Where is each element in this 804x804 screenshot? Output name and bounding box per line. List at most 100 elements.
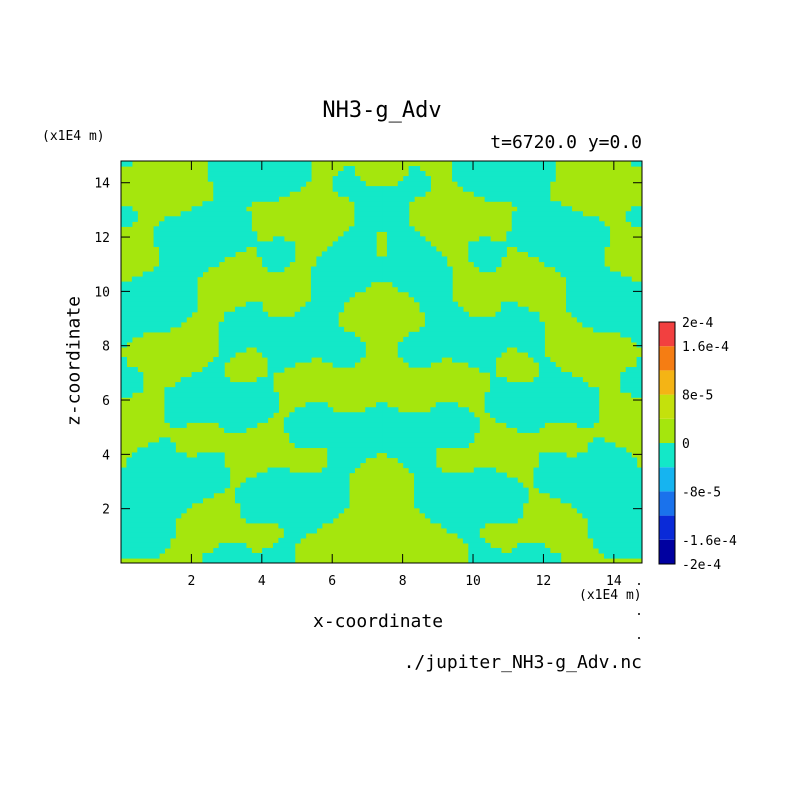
field-cell [164,216,252,222]
field-cell [473,191,551,197]
field-cell [126,462,225,469]
field-cell [121,306,198,313]
field-cell [414,472,507,479]
field-cell [631,206,642,212]
colorbar-level [659,443,675,468]
field-cell [631,336,642,343]
field-cell [316,261,383,268]
y-axis-ticks: 2 4 6 8 10 12 14 [94,177,642,518]
field-cell [587,522,642,529]
field-cell [473,261,502,268]
field-cell [511,221,605,227]
colorbar-level [659,394,675,419]
field-cell [441,522,486,529]
field-cell [538,457,638,464]
y-tick-label: 2 [102,503,110,518]
field-cell [354,206,383,212]
y-tick-label: 10 [94,285,110,300]
field-cell [582,321,642,328]
x-tick-label: 4 [258,574,266,589]
field-cell [403,462,437,469]
colorbar-tick-label: -2e-4 [682,558,721,573]
field-cell [538,452,567,459]
field-cell [213,191,290,197]
field-cell [218,331,355,338]
field-cell [381,417,480,423]
field-cell [121,301,198,308]
chart-title: NH3-g_Adv [322,98,442,123]
field-cell [213,196,279,202]
x-tick-label: 12 [536,574,552,589]
field-cell [169,422,187,428]
field-cell [533,477,642,484]
field-cell [164,407,279,413]
field-cell [354,216,383,222]
field-cell [121,497,204,504]
field-cell [218,422,258,428]
field-cell [121,211,138,217]
field-cell [397,286,453,293]
field-cell [234,487,350,494]
field-cell [300,306,345,313]
field-cell [202,552,296,559]
field-cell [457,532,480,539]
axis-markers [638,583,640,639]
field-cell [121,362,128,368]
field-cell [121,377,144,383]
field-cell [473,467,497,474]
field-cell [414,477,518,484]
field-cell [408,166,421,172]
field-cell [267,266,285,273]
field-cell [278,522,323,529]
field-cell [468,241,611,248]
field-cell [631,161,642,167]
y-tick-label: 12 [94,231,110,246]
field-cell [321,467,355,474]
field-cell [566,296,642,303]
field-cell [153,226,252,232]
field-cell [267,372,274,378]
field-cell [121,321,182,328]
field-cell [267,467,290,474]
field-cell [148,442,176,449]
field-cell [121,487,225,494]
field-cell [121,547,166,554]
field-cell [256,346,366,353]
field-cell [213,356,231,363]
field-cell [327,457,366,464]
field-cell [517,427,540,433]
field-cell [386,241,431,248]
field-cell [468,256,502,263]
field-cell [207,166,312,172]
field-cell [381,186,431,192]
field-cell [245,477,350,484]
field-cell [121,382,144,388]
field-cell [490,412,600,418]
field-cell [430,407,469,413]
field-cell [121,467,231,474]
field-cell [408,362,431,368]
field-cell [408,171,426,177]
field-cell [121,507,187,514]
field-cell [381,266,453,273]
field-cell [538,372,573,378]
field-cell [245,517,334,524]
field-cell [414,482,524,489]
field-cell [533,472,642,479]
field-cell [636,362,642,368]
field-cell [121,326,171,333]
field-cell [283,427,383,433]
x-tick-label: 8 [399,574,407,589]
field-cell [327,462,361,469]
field-cell [517,542,545,549]
field-cell [164,392,279,398]
field-cell [528,251,605,258]
colorbar-tick-label: 0 [682,437,690,452]
field-cell [479,367,497,373]
field-cell [576,452,632,459]
field-cell [256,472,350,479]
field-cell [452,356,497,363]
field-cell [468,251,507,258]
field-cell [381,427,480,433]
